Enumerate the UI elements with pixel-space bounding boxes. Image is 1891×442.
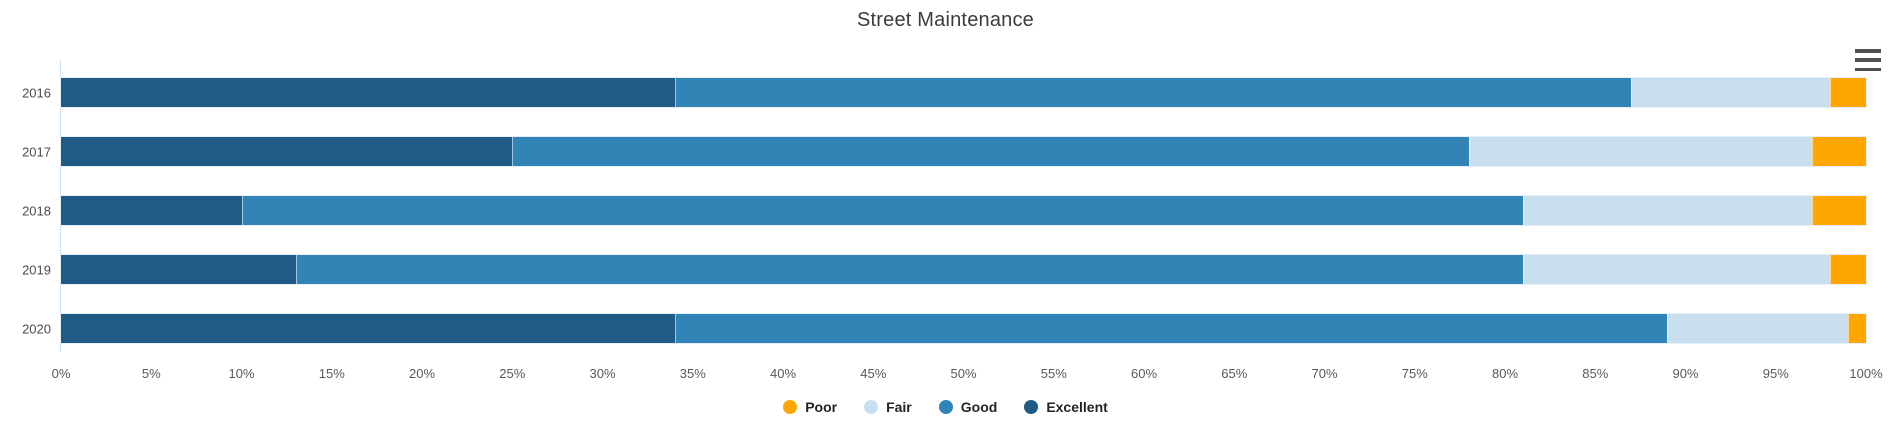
stacked-bar-2016	[60, 77, 1867, 108]
x-axis-tick-label-20: 20%	[408, 366, 436, 381]
legend-marker-icon	[1024, 400, 1039, 414]
bar-segment-fair-2019[interactable]	[1523, 255, 1830, 284]
stacked-bar-2020	[60, 313, 1867, 344]
bar-segment-poor-2017[interactable]	[1811, 137, 1866, 166]
bar-segment-fair-2020[interactable]	[1667, 314, 1848, 343]
legend: Poor Fair Good Excellent	[0, 399, 1891, 415]
bar-segment-excellent-2016[interactable]	[61, 78, 675, 107]
legend-marker-icon	[938, 400, 953, 414]
y-axis-label-2016: 2016	[22, 85, 51, 100]
x-axis-tick-label-35: 35%	[679, 366, 706, 381]
x-axis-tick-label-10: 10%	[228, 366, 255, 381]
plot-area: 2016 2017 2018 2019 2020	[22, 60, 1867, 360]
x-axis-tick-label-50: 50%	[950, 366, 977, 381]
bar-segment-excellent-2019[interactable]	[61, 255, 296, 284]
bar-row-2019: 2019	[22, 254, 1867, 285]
x-axis-tick-label-90: 90%	[1672, 366, 1699, 381]
x-axis-tick-label-30: 30%	[589, 366, 616, 381]
bar-segment-poor-2020[interactable]	[1847, 314, 1866, 343]
legend-item-poor[interactable]: Poor	[783, 399, 837, 415]
legend-item-good[interactable]: Good	[938, 399, 998, 415]
legend-label: Fair	[886, 399, 912, 415]
legend-item-fair[interactable]: Fair	[864, 399, 912, 415]
bar-segment-excellent-2018[interactable]	[61, 196, 242, 225]
y-axis-line	[60, 60, 61, 352]
bar-segment-good-2020[interactable]	[674, 314, 1668, 343]
bar-row-2020: 2020	[22, 313, 1867, 344]
hamburger-line	[1855, 67, 1881, 71]
bar-segment-poor-2018[interactable]	[1811, 196, 1866, 225]
legend-label: Excellent	[1046, 399, 1108, 415]
x-axis-tick-label-85: 85%	[1582, 366, 1609, 381]
bar-segment-good-2017[interactable]	[512, 137, 1469, 166]
bar-row-2016: 2016	[22, 77, 1867, 108]
bar-row-2018: 2018	[22, 195, 1867, 226]
y-axis-label-2018: 2018	[22, 203, 51, 218]
x-axis-tick-label-65: 65%	[1221, 366, 1248, 381]
x-axis-tick-label-25: 25%	[499, 366, 526, 381]
bar-segment-excellent-2017[interactable]	[61, 137, 513, 166]
x-axis-tick-label-75: 75%	[1401, 366, 1428, 381]
legend-item-excellent[interactable]: Excellent	[1024, 399, 1108, 415]
x-axis-tick-label-95: 95%	[1762, 366, 1789, 381]
y-axis-label-2019: 2019	[22, 262, 51, 277]
x-axis-tick-label-15: 15%	[318, 366, 345, 381]
x-axis-tick-label-40: 40%	[769, 366, 797, 381]
legend-marker-icon	[783, 400, 798, 414]
bar-segment-good-2018[interactable]	[241, 196, 1524, 225]
stacked-bar-2019	[60, 254, 1867, 285]
bar-segment-good-2016[interactable]	[674, 78, 1632, 107]
y-axis-label-2017: 2017	[22, 144, 51, 159]
hamburger-line	[1855, 58, 1881, 62]
x-axis-tick-label-60: 60%	[1130, 366, 1158, 381]
legend-marker-icon	[864, 400, 879, 414]
x-axis-tick-label-5: 5%	[141, 366, 161, 381]
bar-segment-excellent-2020[interactable]	[61, 314, 675, 343]
stacked-bar-2017	[60, 136, 1867, 167]
x-axis-tick-label-80: 80%	[1491, 366, 1519, 381]
x-axis-tick-label-70: 70%	[1311, 366, 1338, 381]
legend-label: Poor	[805, 399, 838, 415]
chart-title: Street Maintenance	[856, 9, 1035, 31]
bar-segment-poor-2019[interactable]	[1829, 255, 1866, 284]
bar-segment-fair-2017[interactable]	[1468, 137, 1812, 166]
x-axis: 0% 5% 10% 15% 20% 25% 30% 35% 40% 45% 50% 55% 60% 65%…	[52, 366, 1883, 382]
hamburger-menu-icon[interactable]	[1855, 49, 1881, 71]
x-axis-tick-label-100: 100%	[1849, 366, 1883, 381]
x-axis-tick-label-45: 45%	[860, 366, 887, 381]
bar-row-2017: 2017	[22, 136, 1867, 167]
stacked-bar-2018	[60, 195, 1867, 226]
legend-label: Good	[960, 399, 998, 415]
bar-segment-poor-2016[interactable]	[1829, 78, 1866, 107]
hamburger-line	[1855, 49, 1881, 53]
bar-segment-fair-2016[interactable]	[1631, 78, 1830, 107]
bar-segment-good-2019[interactable]	[295, 255, 1524, 284]
bar-segment-fair-2018[interactable]	[1523, 196, 1812, 225]
y-axis-label-2020: 2020	[22, 321, 51, 336]
x-axis-tick-label-55: 55%	[1040, 366, 1067, 381]
x-axis-tick-label-0: 0%	[51, 366, 71, 381]
